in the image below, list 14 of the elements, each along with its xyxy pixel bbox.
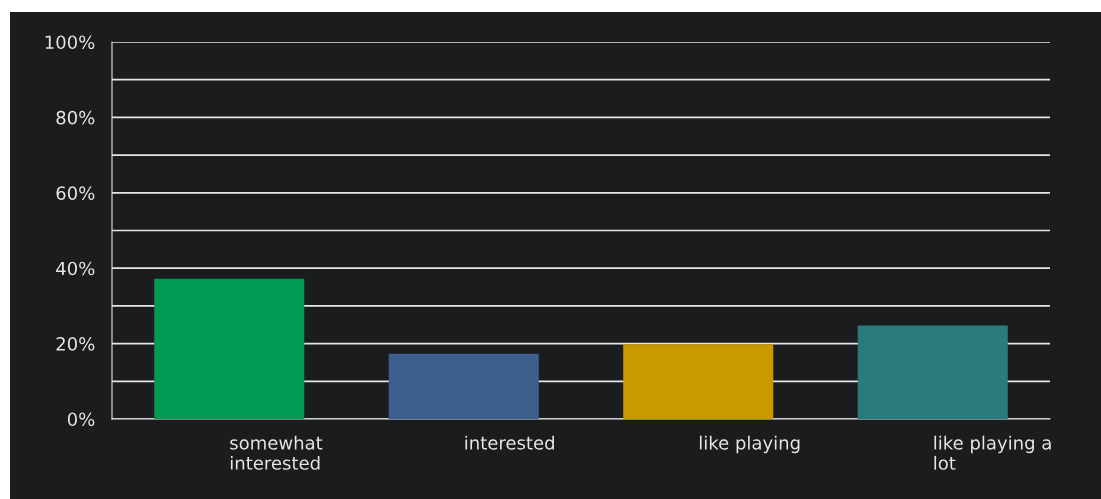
x-tick-label: like playing a lot <box>934 435 1051 470</box>
y-tick-label: 60% <box>56 186 95 200</box>
y-tick-label: 20% <box>56 337 95 351</box>
bar <box>388 353 539 419</box>
x-tick-label: somewhat interested <box>230 435 323 470</box>
x-tick-label: like playing <box>699 435 800 454</box>
x-tick-label: interested <box>465 435 554 450</box>
bar <box>154 278 305 419</box>
y-tick-label: 0% <box>67 412 95 427</box>
y-tick-label: 40% <box>56 261 95 276</box>
bar <box>623 344 774 419</box>
bar <box>857 325 1008 419</box>
y-tick-label: 80% <box>56 110 95 125</box>
y-tick-label: 100% <box>45 35 95 50</box>
